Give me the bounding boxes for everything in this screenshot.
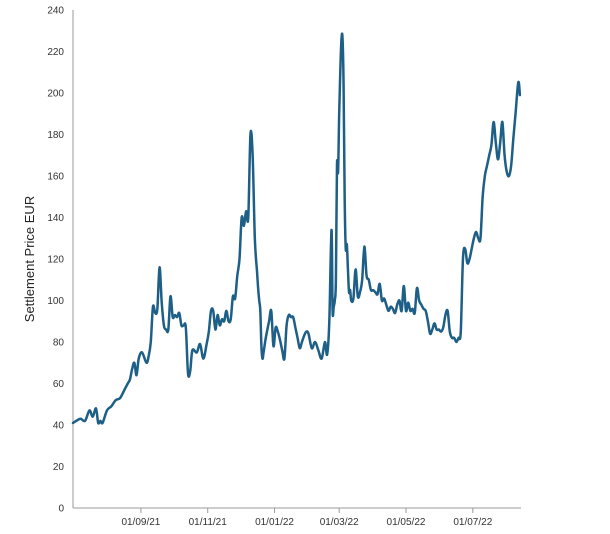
y-tick-label: 160: [47, 172, 64, 183]
x-tick-label: 01/03/22: [320, 517, 359, 528]
y-tick-label: 180: [47, 130, 64, 141]
y-tick-label: 60: [53, 379, 65, 390]
y-tick-label: 100: [47, 296, 64, 307]
plot-area: [71, 32, 522, 425]
x-tick-label: 01/09/21: [121, 517, 160, 528]
y-tick-label: 220: [47, 47, 64, 58]
series-line: [71, 32, 522, 425]
y-axis-ticks: 0 20 40 60 80 100 120 140 160 180 200 220 240: [47, 6, 64, 515]
y-tick-label: 20: [53, 462, 65, 473]
x-axis: 01/09/21 01/11/21 01/01/22 01/03/22 01/05/22…: [73, 507, 521, 528]
x-tick-label: 01/01/22: [255, 517, 294, 528]
x-tick-label: 01/11/21: [189, 517, 228, 528]
y-axis: 0 20 40 60 80 100 120 140 160 180 200 220 240: [47, 6, 74, 515]
y-tick-label: 40: [53, 421, 65, 432]
x-tick-label: 01/07/22: [453, 517, 492, 528]
y-tick-label: 240: [47, 6, 64, 17]
y-tick-label: 120: [47, 255, 64, 266]
x-tick-label: 01/05/22: [387, 517, 426, 528]
y-axis-title: Settlement Price EUR: [22, 196, 37, 322]
y-tick-label: 200: [47, 89, 64, 100]
y-tick-label: 140: [47, 213, 64, 224]
y-tick-label: 80: [53, 338, 65, 349]
x-axis-ticks: 01/09/21 01/11/21 01/01/22 01/03/22 01/05/22…: [121, 508, 493, 528]
y-tick-label: 0: [58, 504, 64, 515]
